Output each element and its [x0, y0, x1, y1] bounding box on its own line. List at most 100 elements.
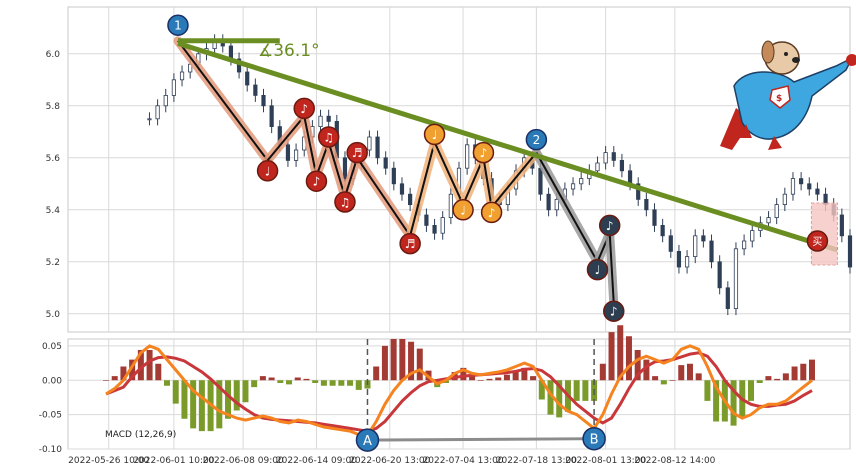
candle-body — [375, 136, 380, 159]
macd-histogram-bar — [800, 363, 807, 381]
buy-marker-circle — [806, 230, 829, 252]
zigzag-segment — [490, 151, 538, 208]
pivot-marker-label: ♩ — [460, 203, 466, 217]
zigzag-segment — [433, 141, 464, 206]
macd-y-tick-label: 0.05 — [42, 342, 62, 352]
macd-histogram-bar — [643, 359, 650, 381]
pivot-marker-label: ♪ — [488, 206, 496, 220]
pivot-marker-label: ♩ — [432, 128, 438, 142]
macd-histogram-bar — [669, 380, 676, 381]
svg-text:$: $ — [776, 94, 782, 104]
macd-histogram-bar — [303, 378, 310, 381]
price-y-tick-label: 5.0 — [46, 310, 61, 320]
x-tick-label: 2022-05-26 10:00 — [68, 456, 149, 466]
macd-histogram-bar — [416, 348, 423, 381]
macd-histogram-bar — [756, 380, 763, 383]
candle-body — [253, 84, 258, 96]
candle-body — [815, 188, 820, 195]
pivot-marker — [256, 160, 279, 182]
pivot-marker-label: ♩ — [595, 263, 601, 277]
pivot-marker-label: ♬ — [352, 146, 363, 160]
divergence-marker-label: B — [590, 433, 599, 448]
candle-body — [799, 178, 804, 185]
candle-body — [440, 217, 445, 234]
macd-histogram-bar — [503, 374, 510, 381]
macd-dif-line — [105, 344, 813, 437]
macd-histogram-bar — [172, 380, 179, 404]
pivot-marker — [423, 123, 446, 146]
x-tick-label: 2022-07-04 13:00 — [423, 456, 504, 466]
macd-histogram-bar — [225, 380, 232, 419]
candle-body — [595, 162, 600, 172]
x-tick-label: 2022-06-14 09:00 — [276, 456, 357, 466]
macd-histogram-bar — [181, 380, 188, 419]
candle-body — [261, 95, 266, 107]
divergence-marker — [355, 428, 380, 452]
candle-body — [399, 183, 405, 195]
pivot-marker — [586, 258, 609, 281]
zigzag-segment — [303, 115, 318, 177]
macd-histogram-bar — [634, 350, 641, 381]
macd-histogram-bar — [521, 367, 528, 381]
trendline-overlay — [177, 38, 839, 253]
pivot-marker-label: ♫ — [340, 196, 351, 210]
pivot-marker-label: ♪ — [480, 146, 488, 160]
zigzag-overlay — [173, 36, 619, 308]
candle-body — [579, 178, 584, 185]
candle-body — [546, 193, 551, 211]
candle-body — [668, 235, 673, 252]
candle-body — [750, 230, 755, 242]
buy-signal-marker: 买 — [806, 202, 838, 266]
x-tick-label: 2022-07-18 13:00 — [496, 456, 577, 466]
macd-histogram-bar — [399, 339, 406, 381]
candle-body — [285, 144, 291, 161]
pivot-marker — [293, 97, 315, 120]
zigzag-segment — [535, 152, 599, 263]
macd-histogram-bar — [408, 341, 415, 381]
pivot-marker-label: 2 — [533, 133, 541, 147]
macd-legend: MACD (12,26,9) — [105, 430, 176, 440]
price-y-tick-label: 5.4 — [46, 206, 61, 216]
pivot-markers: 1 2 ♩ ♪ ♪ ♫ ♫ ♬ ♬ ♩ ♩ ♪ ♪ ♩ ♪ ♪ — [167, 14, 625, 322]
price-y-tick-label: 5.8 — [46, 102, 61, 112]
pivot-marker-label: ♬ — [405, 237, 416, 251]
candle-body — [163, 95, 168, 107]
macd-histogram-bar — [312, 380, 319, 383]
macd-histogram-bar — [573, 380, 580, 401]
pivot-marker — [167, 14, 189, 36]
pivot-marker-label: ♫ — [323, 131, 334, 145]
macd-histogram-bar — [652, 376, 659, 381]
macd-histogram — [103, 325, 815, 432]
macd-histogram-bar — [608, 332, 615, 381]
macd-histogram-bar — [120, 366, 127, 381]
superhero-dog-icon: $ — [720, 40, 856, 150]
macd-histogram-bar — [730, 380, 737, 426]
candle-body — [554, 198, 559, 211]
macd-y-tick-label: 0.00 — [42, 376, 62, 386]
pivot-marker — [317, 126, 340, 148]
macd-histogram-bar — [782, 373, 789, 381]
candle-body — [644, 198, 649, 211]
macd-histogram-bar — [347, 380, 354, 386]
macd-histogram-bar — [259, 376, 266, 381]
candle-body — [766, 217, 771, 224]
pivot-marker — [603, 300, 625, 322]
macd-histogram-bar — [495, 377, 502, 381]
candle-body — [774, 204, 779, 219]
candle-body — [611, 152, 616, 161]
candle-body — [701, 235, 706, 242]
candle-body — [465, 144, 470, 169]
x-tick-label: 2022-06-20 13:00 — [349, 456, 430, 466]
candle-body — [847, 235, 853, 268]
macd-y-tick-label: -0.10 — [39, 445, 63, 455]
macd-histogram-bar — [164, 380, 171, 386]
macd-histogram-bar — [512, 370, 519, 381]
price-y-ticks: 6.0 5.8 5.6 5.4 5.2 5.0 — [46, 50, 61, 320]
macd-histogram-bar — [242, 380, 249, 403]
candle-body — [367, 136, 372, 151]
pivot-marker — [472, 141, 495, 164]
macd-histogram-bar — [747, 380, 754, 401]
